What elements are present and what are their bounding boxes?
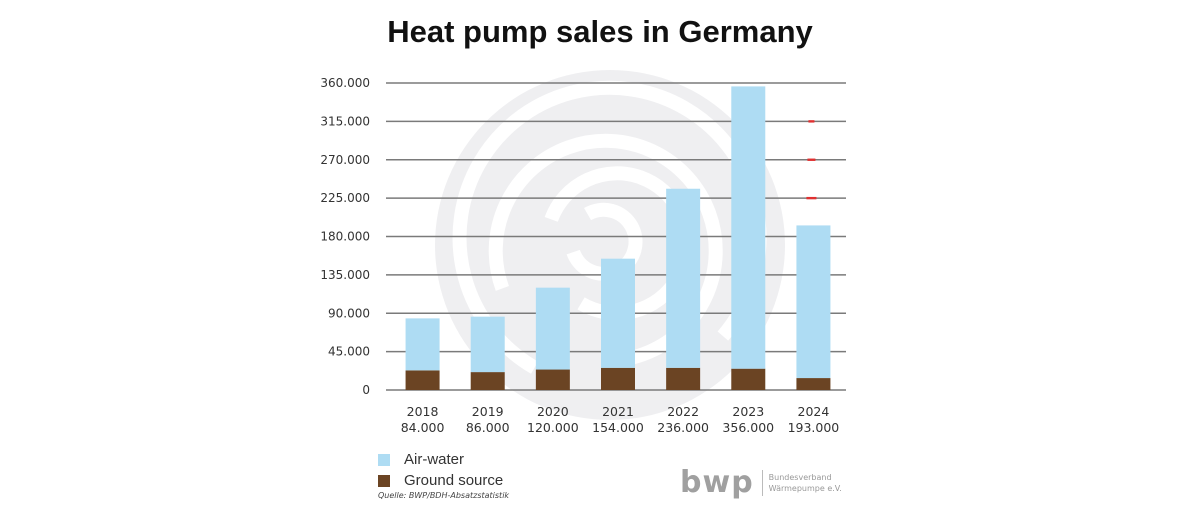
logo-org-name: Bundesverband Wärmepumpe e.V.: [769, 472, 842, 494]
y-tick-label: 270.000: [320, 153, 370, 167]
source-note: Quelle: BWP/BDH-Absatzstatistik: [378, 491, 510, 500]
y-tick-label: 90.000: [328, 306, 370, 320]
y-tick-label: 180.000: [320, 230, 370, 244]
y-tick-label: 315.000: [320, 114, 370, 128]
watermark-ring: [488, 133, 723, 368]
x-tick-label: 2022: [667, 404, 699, 419]
legend-item-air-water: Air-water: [378, 449, 503, 470]
total-label: 236.000: [657, 420, 709, 435]
bar-ground-source-2022: [666, 367, 701, 390]
x-tick-label: 2021: [602, 404, 634, 419]
bar-air-water-2023: [731, 86, 766, 369]
logo-org-line1: Bundesverband: [768, 473, 832, 482]
legend-swatch-ground-source: [378, 474, 390, 487]
x-tick-label: 2018: [407, 404, 439, 419]
total-label: 86.000: [466, 420, 510, 435]
legend-item-ground-source: Ground source: [378, 470, 503, 491]
bar-ground-source-2024: [796, 378, 831, 390]
y-tick-label: 135.000: [320, 268, 370, 282]
bar-air-water-2019: [470, 316, 505, 373]
logo-org-line2: Wärmepumpe e.V.: [768, 484, 842, 493]
bar-ground-source-2020: [535, 369, 570, 390]
x-tick-label: 2023: [732, 404, 764, 419]
bar-ground-source-2019: [470, 372, 505, 390]
logo-divider: [761, 470, 763, 496]
x-tick-label: 2019: [472, 404, 504, 419]
bar-air-water-2022: [666, 188, 701, 368]
bar-air-water-2021: [601, 258, 635, 368]
logo-mark: bwp: [680, 465, 754, 500]
y-tick-label: 0: [362, 383, 370, 397]
total-label: 120.000: [527, 420, 579, 435]
bar-ground-source-2018: [405, 370, 440, 390]
bar-ground-source-2023: [731, 368, 766, 390]
total-label: 84.000: [401, 420, 445, 435]
x-tick-label: 2020: [537, 404, 569, 419]
total-label: 193.000: [788, 420, 840, 435]
total-label: 154.000: [592, 420, 644, 435]
bar-air-water-2020: [535, 287, 570, 370]
bar-air-water-2018: [405, 318, 440, 371]
y-tick-label: 45.000: [328, 345, 370, 359]
annotation-markers: [806, 120, 817, 200]
chart-title: Heat pump sales in Germany: [387, 14, 813, 49]
total-label: 356.000: [722, 420, 774, 435]
bwp-logo: bwp Bundesverband Wärmepumpe e.V.: [680, 468, 842, 498]
legend-label-air-water: Air-water: [404, 451, 465, 468]
bar-air-water-2024: [796, 225, 831, 379]
y-axis-ticks: 0 45.000 90.000 135.000 180.000 225.000 270.00…: [320, 76, 370, 397]
bars: [405, 86, 831, 390]
legend: Air-water Ground source: [378, 449, 503, 491]
legend-swatch-air-water: [378, 453, 390, 466]
x-tick-label: 2024: [798, 404, 830, 419]
bar-ground-source-2021: [601, 367, 635, 390]
y-tick-label: 225.000: [320, 191, 370, 205]
legend-label-ground-source: Ground source: [404, 472, 504, 489]
y-tick-label: 360.000: [320, 76, 370, 90]
